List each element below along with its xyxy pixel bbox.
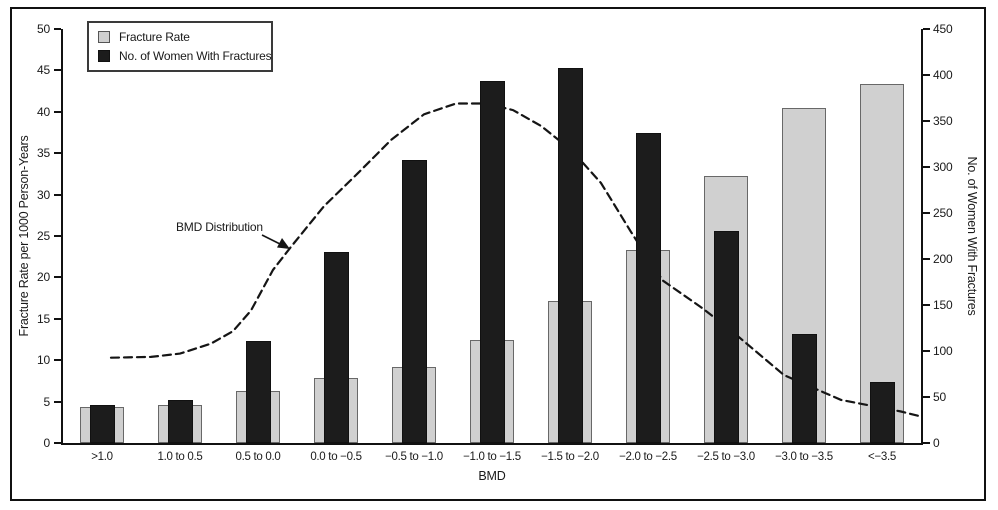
x-axis-label: −2.5 to −3.0 — [697, 451, 755, 463]
right-axis-tick-label: 200 — [933, 252, 953, 266]
right-axis-tick — [923, 28, 930, 30]
left-axis-tick — [54, 359, 61, 362]
left-axis-tick-label: 25 — [37, 229, 50, 243]
left-axis-tick-label: 45 — [37, 63, 50, 78]
legend-item-women-count: No. of Women With Fractures — [98, 49, 272, 63]
x-axis-label: <−3.5 — [868, 451, 896, 463]
right-axis-tick-label: 50 — [933, 390, 946, 404]
left-axis-tick — [54, 276, 61, 279]
right-axis-tick — [923, 166, 930, 168]
left-axis-tick — [54, 400, 61, 403]
x-axis-label: −3.0 to −3.5 — [775, 451, 833, 463]
women-count-bar — [323, 251, 349, 443]
annotation-arrow-head — [277, 238, 290, 249]
fracture-rate-swatch — [98, 31, 110, 43]
curve-annotation: BMD Distribution — [176, 220, 263, 234]
right-axis-title: No. of Women With Fractures — [965, 156, 979, 316]
right-axis-tick — [923, 120, 930, 122]
x-axis-label: −2.0 to −2.5 — [619, 451, 677, 463]
women-count-bar — [557, 67, 583, 443]
legend-item-fracture-rate: Fracture Rate — [98, 30, 262, 44]
right-axis-line — [921, 29, 923, 445]
x-axis-label: 1.0 to 0.5 — [157, 451, 203, 463]
x-axis-label: −1.0 to −1.5 — [463, 451, 521, 463]
left-axis-tick-label: 50 — [37, 22, 50, 36]
women-count-bar — [167, 399, 193, 443]
left-axis-tick — [54, 69, 61, 72]
left-axis-tick-label: 10 — [37, 353, 50, 368]
left-axis-line — [61, 29, 63, 445]
left-axis-tick — [54, 28, 61, 30]
left-axis-tick-label: 35 — [37, 146, 50, 161]
women-count-bar — [245, 340, 271, 443]
left-axis-title: Fracture Rate per 1000 Person-Years — [17, 135, 31, 337]
women-count-bar — [713, 231, 739, 443]
x-axis-label: 0.0 to −0.5 — [310, 451, 362, 463]
right-axis-tick-label: 250 — [933, 206, 953, 220]
x-axis-label: 0.5 to 0.0 — [235, 451, 281, 463]
x-axis-label: −0.5 to −1.0 — [385, 451, 443, 463]
right-axis-tick — [923, 74, 930, 76]
right-axis-tick-label: 350 — [933, 114, 953, 128]
legend-label: No. of Women With Fractures — [119, 49, 272, 63]
right-axis-tick-label: 150 — [933, 298, 953, 312]
right-axis-tick — [923, 442, 930, 444]
left-axis-tick — [54, 317, 61, 320]
right-axis-tick-label: 100 — [933, 344, 953, 358]
left-axis-tick — [54, 152, 61, 155]
women-count-bar — [635, 133, 661, 443]
women-count-bar — [89, 405, 115, 443]
left-axis-tick — [54, 110, 61, 113]
left-axis-tick — [54, 442, 61, 444]
women-count-bar — [869, 382, 895, 443]
legend-label: Fracture Rate — [119, 30, 190, 44]
x-axis-labels: >1.0 1.0 to 0.5 0.5 to 0.0 0.0 to −0.5 −0.5 … — [63, 451, 921, 463]
right-axis-tick — [923, 258, 930, 260]
left-axis-tick — [54, 193, 61, 196]
women-count-bars — [63, 29, 921, 443]
right-axis-tick — [923, 396, 930, 398]
right-axis-tick — [923, 212, 930, 214]
right-axis-tick — [923, 350, 930, 352]
left-axis-tick-label: 5 — [43, 394, 51, 409]
plot-area — [63, 29, 923, 443]
right-axis-tick-label: 300 — [933, 160, 953, 174]
women-count-swatch — [98, 50, 110, 62]
left-axis-tick-label: 20 — [37, 270, 50, 285]
right-axis-tick — [923, 304, 930, 306]
x-axis-label: −1.5 to −2.0 — [541, 451, 599, 463]
right-axis-tick-label: 0 — [933, 436, 940, 450]
left-axis-tick-label: 40 — [37, 104, 50, 119]
women-count-bar — [401, 159, 427, 443]
women-count-bar — [479, 81, 505, 443]
x-axis-line — [61, 443, 923, 445]
x-axis-label: >1.0 — [91, 451, 113, 463]
legend: Fracture Rate No. of Women With Fracture… — [87, 21, 273, 72]
right-axis-tick-label: 400 — [933, 68, 953, 82]
left-axis-tick — [54, 235, 61, 237]
left-axis-tick-label: 15 — [37, 311, 50, 326]
women-count-bar — [791, 334, 817, 443]
right-axis-tick-label: 450 — [933, 22, 953, 36]
x-axis-title: BMD — [478, 469, 506, 483]
left-axis-tick-label: 0 — [43, 436, 51, 450]
left-axis-tick-label: 30 — [37, 187, 50, 202]
